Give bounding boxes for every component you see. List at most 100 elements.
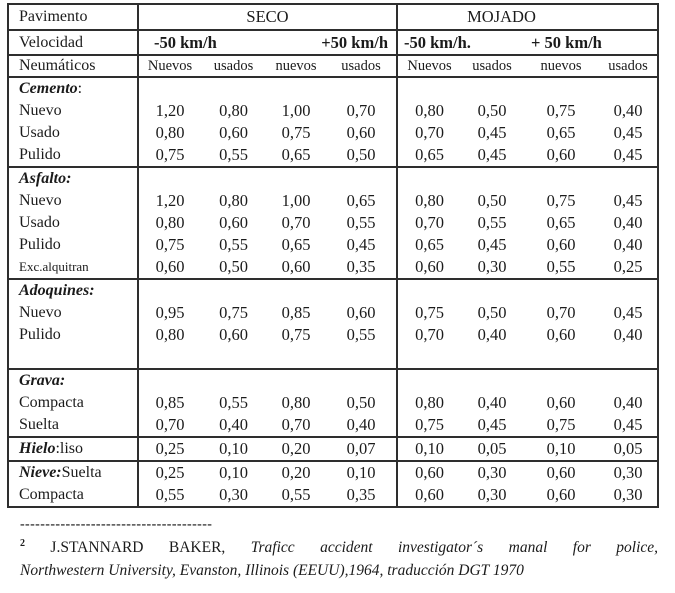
section-title-row: Nieve:Suelta 0,25 0,10 0,20 0,10 0,60 0,30 0,60… [8,460,659,484]
data-row: Exc.alquitran 0,60 0,50 0,60 0,35 0,60 0,30 0,5… [8,256,658,279]
row-label: Pulido [8,324,139,346]
value-cell [266,368,326,392]
row-label: Compacta [8,484,139,507]
section-title-rest: Suelta [61,464,102,481]
value-cell: 0,65 [546,213,576,232]
footnote: -------------------------------------- 2… [20,518,658,582]
value-cell [599,368,659,392]
value-cell: 0,65 [396,234,461,256]
value-cell: 0,50 [219,257,248,276]
section-title-row: Hielo:liso 0,25 0,10 0,20 0,07 0,10 0,05 0,10 0,… [8,436,659,461]
value-cell: 0,40 [613,393,643,412]
value-cell: 0,75 [546,191,576,210]
value-cell: 0,60 [219,213,248,232]
mojado-header: MOJADO [397,4,659,31]
value-cell: 0,55 [281,485,311,504]
value-cell [201,346,266,369]
value-cell: 0,95 [155,303,185,322]
value-cell: 0,45 [346,235,376,254]
value-cell: 0,85 [155,393,185,412]
value-cell: 1,20 [155,191,185,210]
value-cell [326,166,397,190]
value-cell: 0,60 [546,145,576,164]
section-title-cell: Grava: [8,368,139,392]
value-cell: 0,40 [219,415,248,434]
velocidad-header: Velocidad [8,30,139,56]
footnote-citation-line1: 2 J.STANNARD BAKER, Traficc accident inv… [20,536,658,559]
value-cell: 0,55 [155,485,185,504]
value-cell: 0,20 [266,460,326,484]
value-cell: 0,10 [201,436,266,461]
value-cell: 0,75 [546,415,576,434]
tire-header: usados [201,55,266,78]
value-cell: 0,40 [613,325,643,344]
tire-header: usados [461,55,523,78]
value-cell: 0,55 [219,235,248,254]
value-cell: 0,80 [281,393,311,412]
value-cell: 0,45 [477,123,507,142]
value-cell [266,77,326,100]
row-label: Compacta [8,392,139,414]
value-cell: 1,00 [281,101,311,120]
value-cell [396,346,461,369]
data-row: Nuevo 1,20 0,80 1,00 0,70 0,80 0,50 0,75 0,40 [8,100,658,122]
value-cell [523,166,599,190]
tire-header: Nuevos [138,55,201,78]
value-cell: 0,80 [155,123,185,142]
row-label: Usado [8,122,139,144]
section-title-bold: Asfalto: [19,170,72,187]
data-row: Suelta 0,70 0,40 0,70 0,40 0,75 0,45 0,75 0,45 [8,414,658,437]
value-cell: 0,70 [396,212,461,234]
value-cell: 0,60 [523,460,599,484]
value-cell: 0,60 [219,123,248,142]
value-cell: 0,30 [613,485,643,504]
mojado-speed-high-header: + 50 km/h [523,30,659,56]
value-cell: 1,00 [281,191,311,210]
value-cell: 0,80 [396,100,461,122]
value-cell: 0,80 [155,325,185,344]
value-cell: 0,40 [613,213,643,232]
row-label: Pulido [8,144,139,167]
row-label: Nuevo [8,190,139,212]
value-cell [201,77,266,100]
data-row: Pulido 0,80 0,60 0,75 0,55 0,70 0,40 0,60 0,40 [8,324,658,346]
value-cell: 0,60 [396,256,461,279]
value-cell: 0,70 [396,122,461,144]
value-cell: 0,65 [346,191,376,210]
row-label: Nuevo [8,100,139,122]
seco-speed-low-header: -50 km/h [138,30,266,56]
footnote-citation-line2: Northwestern University, Evanston, Illin… [20,562,524,579]
value-cell: 0,75 [396,302,461,324]
value-cell: 0,70 [155,415,185,434]
value-cell [396,77,461,100]
value-cell: 0,05 [461,436,523,461]
value-cell: 0,60 [155,257,185,276]
data-row: Pulido 0,75 0,55 0,65 0,45 0,65 0,45 0,60 0,40 [8,234,658,256]
section-title-row: Cemento: [8,77,658,100]
value-cell: 0,45 [477,415,507,434]
value-cell [266,346,326,369]
data-row: Nuevo 1,20 0,80 1,00 0,65 0,80 0,50 0,75 0,45 [8,190,658,212]
value-cell: 0,50 [346,145,376,164]
seco-header: SECO [138,4,398,31]
table-body: Cemento: Nuevo 1,20 0,80 1,00 0,70 0,80 0,50 0,7… [8,77,659,507]
value-cell: 0,70 [346,101,376,120]
value-cell [138,77,201,100]
value-cell: 0,30 [461,460,523,484]
seco-speed-high-header: +50 km/h [266,30,398,56]
footnote-marker: 2 [20,537,25,549]
data-row: Pulido 0,75 0,55 0,65 0,50 0,65 0,45 0,60 0,45 [8,144,658,167]
pavimento-header: Pavimento [8,4,139,31]
value-cell: 0,50 [477,101,507,120]
value-cell [523,368,599,392]
value-cell: 0,10 [326,460,397,484]
tire-header: Nuevos [397,55,461,78]
section-title-bold: Cemento [19,80,78,97]
row-label: Nuevo [8,302,139,324]
section-title-rest: :liso [55,440,83,457]
value-cell: 0,60 [346,303,376,322]
value-cell [396,368,461,392]
value-cell: 0,20 [266,436,326,461]
value-cell [599,77,658,100]
footnote-work-title: Traficc accident investigator´s manal fo… [250,539,659,556]
